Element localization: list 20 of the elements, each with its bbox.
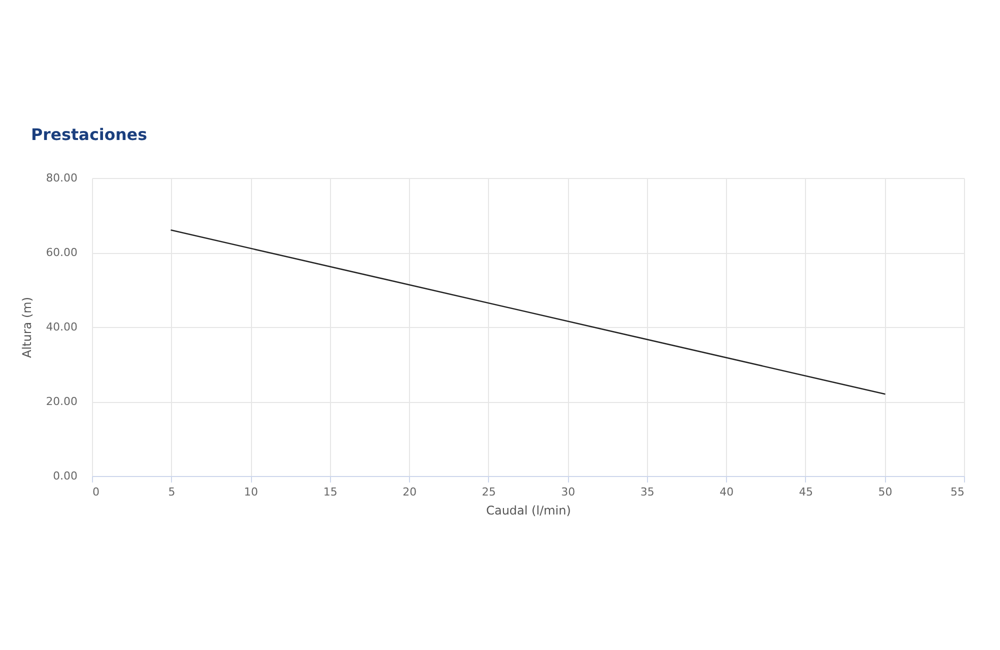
x-tick-label: 20 — [402, 486, 417, 498]
x-tick-label: 5 — [168, 486, 176, 498]
chart-title: Prestaciones — [31, 125, 148, 144]
y-tick-label: 0.00 — [53, 470, 78, 482]
x-tick-label: 45 — [798, 486, 813, 498]
x-tick-label: 40 — [720, 486, 734, 498]
x-tick-label: 10 — [244, 486, 258, 498]
x-tick-label: 30 — [561, 486, 576, 498]
x-tick-label: 15 — [323, 486, 338, 498]
x-tick-label: 35 — [640, 486, 654, 498]
y-tick-label: 60.00 — [46, 246, 78, 259]
y-tick-label: 80.00 — [46, 172, 78, 184]
x-tick-label: 50 — [878, 486, 892, 498]
y-tick-label: 20.00 — [46, 395, 78, 408]
x-tick-label: 0 — [92, 486, 100, 498]
x-tick-label: 55 — [950, 486, 964, 498]
y-axis-title: Altura (m) — [20, 296, 34, 358]
y-tick-label: 40.00 — [46, 320, 78, 334]
x-tick-label: 25 — [482, 486, 496, 498]
x-axis-title: Caudal (l/min) — [486, 504, 571, 518]
